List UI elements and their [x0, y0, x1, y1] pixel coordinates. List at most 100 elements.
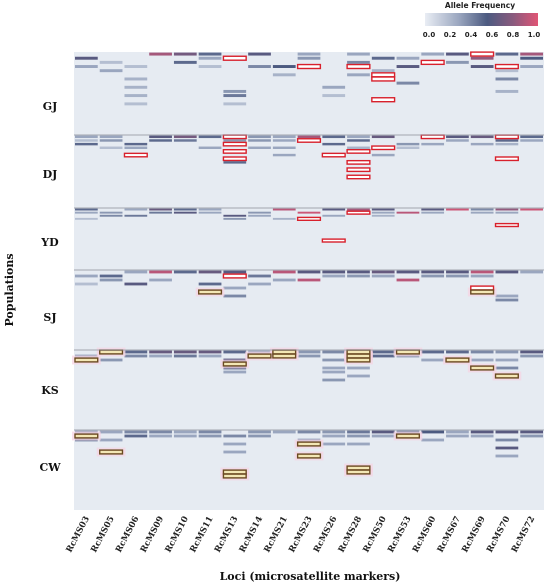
heatmap-cell: [421, 52, 445, 56]
heatmap-cell: [371, 430, 395, 434]
heatmap-cell: [446, 52, 469, 56]
heatmap-cell: [272, 153, 296, 157]
heatmap-cell: [421, 208, 445, 211]
heatmap-cell: [198, 135, 222, 139]
heatmap-cell: [495, 366, 519, 370]
heatmap-cell: [495, 139, 519, 142]
highlight-olive-box: [346, 349, 371, 355]
heatmap-cell: [124, 208, 148, 211]
x-tick-label: RcMS09: [139, 515, 166, 555]
heatmap-cell: [124, 85, 148, 89]
heatmap-cell: [75, 56, 98, 60]
heatmap-cell: [347, 135, 370, 139]
highlight-olive-box: [296, 453, 322, 459]
heatmap-cell: [149, 208, 172, 211]
heatmap-cell: [322, 434, 346, 438]
heatmap-cell: [421, 438, 445, 442]
heatmap-cell: [495, 358, 519, 362]
x-tick-label: RcMS14: [238, 515, 265, 555]
highlight-olive-box: [346, 465, 371, 471]
highlight-olive-box: [222, 469, 247, 475]
x-axis-title: Loci (microsatellite markers): [220, 570, 401, 583]
heatmap-cell: [223, 434, 247, 438]
heatmap-cell: [124, 77, 148, 81]
x-tick-label: RcMS70: [485, 515, 512, 555]
heatmap-plot-area: [72, 51, 544, 510]
highlight-olive-box: [346, 353, 371, 359]
heatmap-cell: [322, 94, 346, 98]
highlight-red-box: [296, 63, 322, 70]
heatmap-cell: [173, 211, 197, 214]
population-label: SJ: [43, 311, 56, 324]
heatmap-cell: [495, 298, 519, 302]
heatmap-cell: [371, 434, 395, 438]
heatmap-cell: [99, 60, 123, 64]
highlight-olive-box: [470, 289, 495, 295]
heatmap-cell: [124, 282, 148, 286]
colorbar-tick-label: 0.8: [507, 31, 520, 39]
heatmap-cell: [396, 278, 420, 282]
x-tick-label: RcMS11: [188, 515, 215, 555]
heatmap-cell: [421, 358, 445, 362]
heatmap-cell: [173, 139, 197, 142]
colorbar-ticks: 0.0 0.2 0.4 0.6 0.8 1.0: [423, 31, 541, 39]
heatmap-cell: [99, 430, 123, 434]
heatmap-cell: [99, 358, 123, 362]
heatmap-cell: [223, 161, 247, 164]
heatmap-cell: [198, 56, 222, 60]
heatmap-cell: [124, 350, 148, 354]
heatmap-cell: [272, 146, 296, 149]
highlight-red-box: [371, 76, 396, 82]
heatmap-cell: [173, 270, 197, 274]
heatmap-cell: [347, 366, 370, 370]
heatmap-cell: [223, 214, 247, 217]
heatmap-cell: [322, 85, 346, 89]
highlight-olive-box: [247, 353, 272, 359]
heatmap-cell: [297, 52, 321, 56]
highlight-red-box: [470, 285, 495, 291]
heatmap-cell: [173, 60, 197, 64]
heatmap-cell: [446, 135, 469, 139]
population-label: YD: [40, 236, 59, 249]
heatmap-cell: [198, 211, 222, 214]
heatmap-cell: [495, 446, 519, 450]
heatmap-cell: [347, 374, 370, 378]
heatmap-cell: [322, 270, 346, 274]
heatmap-cell: [470, 65, 494, 68]
heatmap-cell: [470, 211, 494, 214]
heatmap-cell: [495, 270, 519, 274]
heatmap-cell: [495, 142, 519, 146]
heatmap-cell: [495, 89, 519, 93]
heatmap-cell: [297, 211, 321, 214]
x-tick-label: RcMS53: [386, 515, 413, 555]
heatmap-cell: [173, 430, 197, 434]
heatmap-cell: [75, 274, 98, 278]
y-axis-title: Populations: [3, 253, 16, 326]
colorbar-title: Allele Frequency: [445, 1, 515, 10]
x-tick-label: RcMS60: [411, 515, 438, 555]
highlight-olive-box: [296, 441, 322, 447]
heatmap-cell: [495, 430, 519, 434]
heatmap-cell: [520, 434, 543, 438]
heatmap-cell: [75, 65, 98, 68]
highlight-red-box: [123, 152, 148, 158]
heatmap-cell: [99, 438, 123, 442]
heatmap-cell: [223, 286, 247, 290]
heatmap-cell: [371, 274, 395, 278]
highlight-olive-box: [494, 373, 519, 379]
x-tick-label: RcMS05: [89, 515, 116, 555]
highlight-red-box: [346, 63, 371, 70]
heatmap-cell: [322, 370, 346, 374]
heatmap-cell: [470, 56, 494, 60]
heatmap-cell: [371, 211, 395, 214]
heatmap-cell: [446, 274, 469, 278]
x-tick-label: RcMS10: [164, 515, 191, 555]
heatmap-cell: [371, 350, 395, 354]
heatmap-cell: [149, 135, 172, 139]
population-label: DJ: [43, 168, 58, 181]
population-label: CW: [39, 461, 61, 474]
heatmap-cell: [495, 77, 519, 81]
heatmap-cell: [272, 430, 296, 434]
heatmap-cell: [124, 430, 148, 434]
heatmap-cell: [124, 146, 148, 149]
